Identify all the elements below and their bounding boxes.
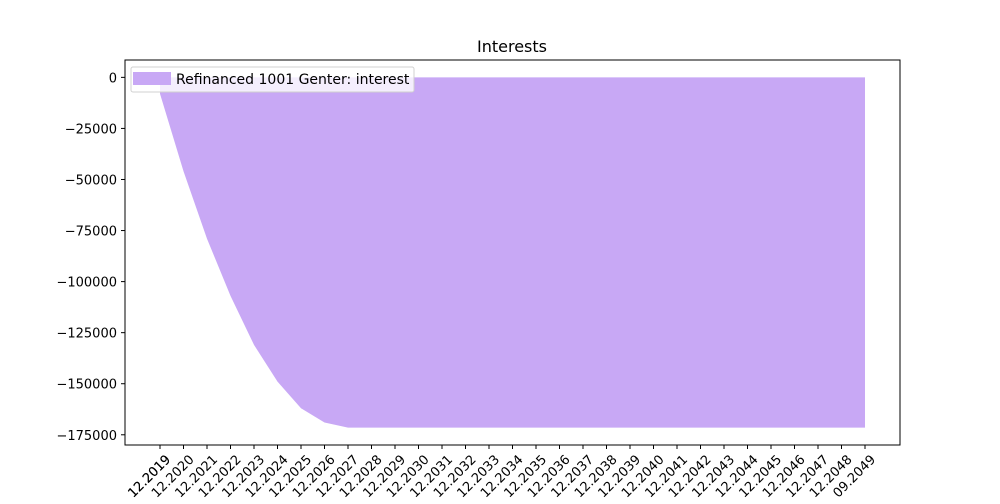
y-tick-label: −75000 — [65, 225, 117, 240]
y-tick-label: −125000 — [56, 327, 117, 342]
chart-title: Interests — [477, 37, 547, 56]
y-tick-label: 0 — [109, 71, 117, 86]
x-axis: 12.201912.201912.202012.202112.202212.20… — [125, 445, 879, 501]
y-tick-label: −175000 — [56, 429, 117, 444]
legend-label: Refinanced 1001 Genter: interest — [176, 72, 410, 88]
y-tick-label: −150000 — [56, 378, 117, 393]
y-axis: 0 −25000 −50000 −75000 −100000 −125000 −150000… — [56, 71, 125, 444]
legend-swatch — [133, 72, 171, 85]
y-tick-label: −25000 — [65, 122, 117, 137]
legend-box — [130, 66, 415, 93]
series-area — [160, 77, 865, 428]
area-layer — [160, 77, 865, 428]
y-tick-label: −100000 — [56, 276, 117, 291]
y-tick-label: −50000 — [65, 173, 117, 188]
legend: Refinanced 1001 Genter: interest — [130, 66, 415, 93]
